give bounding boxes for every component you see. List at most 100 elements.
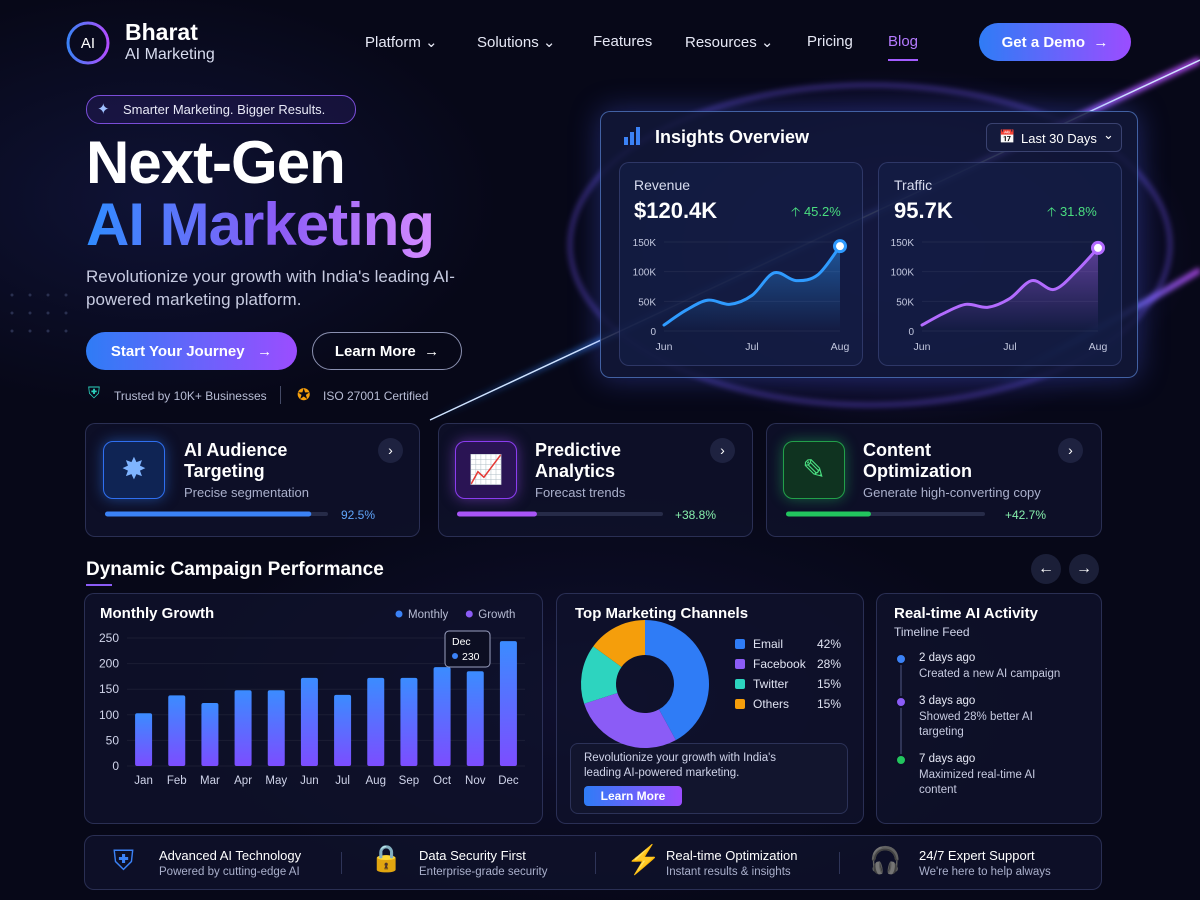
card-arrow[interactable]: › [1058, 438, 1083, 463]
chart-title: Monthly Growth [100, 605, 215, 622]
value-label: 42% [817, 637, 841, 651]
timeline-dot [895, 696, 907, 708]
metric-card [878, 162, 1122, 366]
activity-time: 2 days ago [919, 652, 976, 664]
button-text: Start Your Journey [110, 342, 245, 360]
sparkle-icon: ✦ [97, 101, 110, 118]
y-tick-label: 50K [896, 297, 914, 308]
timeline-dot [895, 754, 907, 766]
section-title: Dynamic Campaign Performance [86, 559, 384, 580]
legend-label: Growth [478, 609, 515, 621]
donut-slice [581, 646, 622, 704]
legend-swatch [735, 699, 745, 709]
dropdown-text: Last 30 Days [1021, 131, 1097, 146]
x-tick-label: Jun [300, 775, 319, 787]
x-tick-label: Sep [399, 775, 419, 787]
bar [234, 690, 252, 766]
feature-icon: 📈 [455, 441, 517, 499]
legend-label: Monthly [408, 609, 449, 621]
nav-link[interactable]: Pricing [807, 33, 853, 50]
x-tick-label: Jun [656, 341, 673, 353]
bar [400, 677, 418, 766]
activity-time: 7 days ago [919, 753, 976, 765]
button-text: Learn More [334, 342, 416, 360]
logo-icon: AI [66, 21, 110, 65]
certificate-icon: ✪ [297, 387, 311, 404]
donut-slice [584, 692, 676, 748]
bar [201, 703, 219, 766]
legend-label: Twitter [753, 677, 788, 691]
activity-text: Created a new AI campaign [919, 668, 1061, 680]
primary-button[interactable]: Start Your Journey → [86, 332, 297, 370]
nav-text: Platform [365, 34, 421, 51]
value-label: 15% [817, 677, 841, 691]
nav-link[interactable]: Features [593, 33, 653, 50]
shield-icon: ⛨ [88, 385, 101, 402]
hero-title: Next-Gen [86, 129, 346, 196]
footer-feature-title: Data Security First [419, 848, 526, 863]
x-tick-label: Feb [167, 775, 187, 787]
panel-subtitle: Timeline Feed [894, 625, 970, 639]
x-tick-label: Jul [1003, 341, 1016, 353]
chevron: ⌄ [1103, 127, 1114, 142]
y-tick-label: 100K [633, 268, 657, 279]
bar [433, 667, 451, 766]
x-tick-label: Mar [200, 775, 220, 787]
donut-slice [645, 620, 709, 741]
tooltip-dot [452, 653, 458, 659]
metric-change: 🡡 45.2% [791, 204, 841, 219]
feature-title: Content Optimization [863, 440, 972, 481]
legend-label: Others [753, 697, 789, 711]
footer-feature-title: Real-time Optimization [666, 848, 798, 863]
y-tick-label: 100 [99, 708, 119, 722]
card-arrow[interactable]: › [710, 438, 735, 463]
nav-link[interactable]: Platform ⌄ [365, 34, 438, 51]
feature-subtitle: Precise segmentation [184, 485, 310, 500]
y-tick-label: 50K [638, 297, 656, 308]
divider [839, 852, 840, 874]
card-arrow[interactable]: › [378, 438, 403, 463]
panel-title: Real-time AI Activity [894, 605, 1038, 622]
brand-name: Bharat [125, 19, 198, 45]
learn-more-button[interactable]: Learn More [584, 786, 682, 806]
hero-title-gradient: AI Marketing [86, 191, 435, 258]
secondary-button[interactable]: Learn More → [312, 332, 462, 370]
feature-icon: ✎ [783, 441, 845, 499]
demo-button[interactable]: Get a Demo → [979, 23, 1131, 61]
bolt-icon: ⚡ [626, 844, 661, 875]
y-tick-label: 250 [99, 631, 119, 645]
x-tick-label: Jul [745, 341, 758, 353]
progress-label: +38.8% [675, 508, 716, 522]
x-tick-label: Dec [498, 775, 519, 787]
nav-link-active[interactable]: Blog [888, 33, 919, 61]
footer-feature-subtitle: We're here to help always [919, 866, 1051, 878]
activity-panel [876, 593, 1102, 824]
donut-slice [593, 620, 645, 667]
metric-change: 🡡 31.8% [1047, 204, 1097, 219]
brand-subtitle: AI Marketing [125, 46, 215, 63]
range-dropdown[interactable]: 📅 Last 30 Days ⌄ [986, 123, 1122, 152]
legend-label: Facebook [753, 657, 807, 671]
line-area [922, 247, 1098, 331]
progress-label: +42.7% [1005, 508, 1046, 522]
feature-title: Predictive Analytics [535, 440, 622, 481]
chart-title: Top Marketing Channels [575, 605, 749, 622]
nav-link[interactable]: Resources ⌄ [685, 34, 774, 51]
y-tick-label: 150K [891, 238, 915, 249]
nav-link[interactable]: Solutions ⌄ [477, 34, 556, 51]
line-end-dot [1091, 240, 1105, 255]
legend-swatch [735, 659, 745, 669]
metric-label: Revenue [634, 177, 691, 193]
y-tick-label: 0 [112, 759, 119, 773]
metric-card [619, 162, 863, 366]
x-tick-label: Jan [134, 775, 153, 787]
nav-text: Resources [685, 34, 757, 51]
glow-ring [568, 83, 1172, 407]
legend-label: Email [753, 637, 783, 651]
next-arrow[interactable]: → [1069, 554, 1099, 584]
prev-arrow[interactable]: ← [1031, 554, 1061, 584]
value-label: 28% [817, 657, 841, 671]
